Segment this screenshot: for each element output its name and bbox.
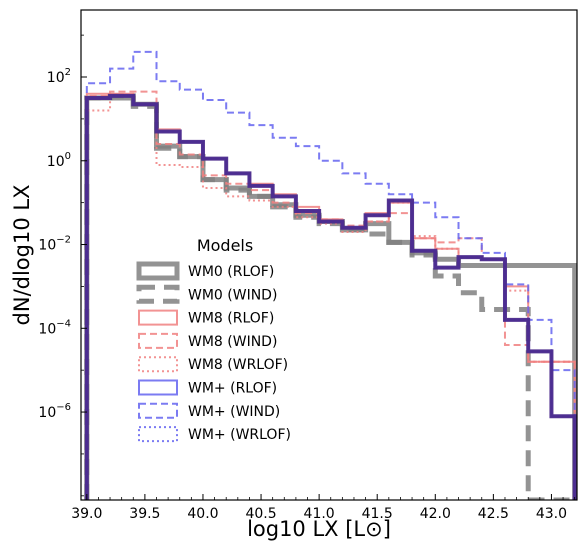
legend-swatch: [138, 426, 178, 443]
series-layer: [84, 50, 577, 500]
legend: Models WM0 (RLOF) WM0 (WIND) WM8 (RLOF) WM8 …: [136, 236, 291, 443]
y-ticks: 102 100 10−2 10−4 10−6: [38, 34, 87, 497]
legend-label: WM8 (WRLOF): [188, 357, 288, 373]
x-tick-label: 39.0: [71, 506, 102, 522]
x-tick-label: 41.5: [362, 506, 393, 522]
x-tick-label: 42.0: [420, 506, 451, 522]
y-tick-label: 102: [47, 67, 71, 86]
series-wm0-rlof: [84, 95, 577, 500]
legend-label: WM+ (WIND): [188, 404, 280, 420]
plot-frame: [80, 9, 578, 501]
series-wm-wrlof: [85, 94, 576, 500]
legend-swatch: [138, 332, 178, 349]
legend-label: WM+ (WRLOF): [188, 427, 291, 443]
series-wm8-wind: [85, 90, 576, 500]
series-wm0-wind: [84, 93, 575, 500]
y-axis-title: dN/dlog10 LX: [10, 185, 34, 326]
legend-entry-wm0-wind: WM0 (WIND): [136, 284, 277, 304]
ticks-layer: 39.0 39.5 40.0 40.5 41.0 41.5 42.0 42.5 43.01021…: [38, 34, 576, 522]
y-tick-label: 10−6: [38, 402, 71, 421]
legend-swatch: [138, 379, 178, 396]
x-tick-label: 42.5: [478, 506, 509, 522]
x-tick-label: 43.0: [536, 506, 567, 522]
legend-swatch: [136, 261, 180, 281]
series-wm8-rlof: [85, 92, 576, 500]
series-wm-wind: [85, 50, 576, 500]
series-wm-rlof-combined: [84, 93, 577, 500]
y-tick-label: 10−4: [38, 318, 71, 337]
x-tick-label: 41.0: [304, 506, 335, 522]
legend-swatch: [138, 309, 178, 326]
series-wm-rlof: [85, 94, 576, 500]
legend-swatch: [136, 284, 180, 304]
legend-entry-wm-wind: WM+ (WIND): [138, 402, 280, 420]
y-tick-label: 10−2: [38, 235, 71, 254]
x-tick-label: 40.5: [245, 506, 276, 522]
legend-entry-wm8-rlof: WM8 (RLOF): [138, 309, 274, 327]
legend-entry-wm8-wrlof: WM8 (WRLOF): [138, 356, 288, 373]
legend-swatch: [138, 356, 178, 373]
legend-swatch: [138, 402, 178, 419]
legend-label: WM0 (RLOF): [188, 264, 274, 280]
legend-entry-wm-rlof: WM+ (RLOF): [138, 379, 277, 397]
series-wm8-wrlof: [85, 94, 576, 500]
legend-label: WM8 (WIND): [188, 334, 277, 350]
legend-label: WM+ (RLOF): [188, 381, 277, 397]
legend-label: WM8 (RLOF): [188, 311, 274, 327]
y-tick-label: 100: [47, 151, 71, 170]
legend-label: WM0 (WIND): [188, 287, 277, 303]
x-tick-label: 40.0: [187, 506, 218, 522]
x-axis-title: log10 LX [L⊙]: [247, 517, 391, 541]
x-ticks: 39.0 39.5 40.0 40.5 41.0 41.5 42.0 42.5 43.0: [71, 494, 576, 522]
x-tick-label: 39.5: [129, 506, 160, 522]
legend-title: Models: [197, 236, 253, 255]
legend-entry-wm-wrlof: WM+ (WRLOF): [138, 426, 291, 443]
legend-entry-wm0-rlof: WM0 (RLOF): [136, 261, 274, 281]
legend-entry-wm8-wind: WM8 (WIND): [138, 332, 277, 350]
